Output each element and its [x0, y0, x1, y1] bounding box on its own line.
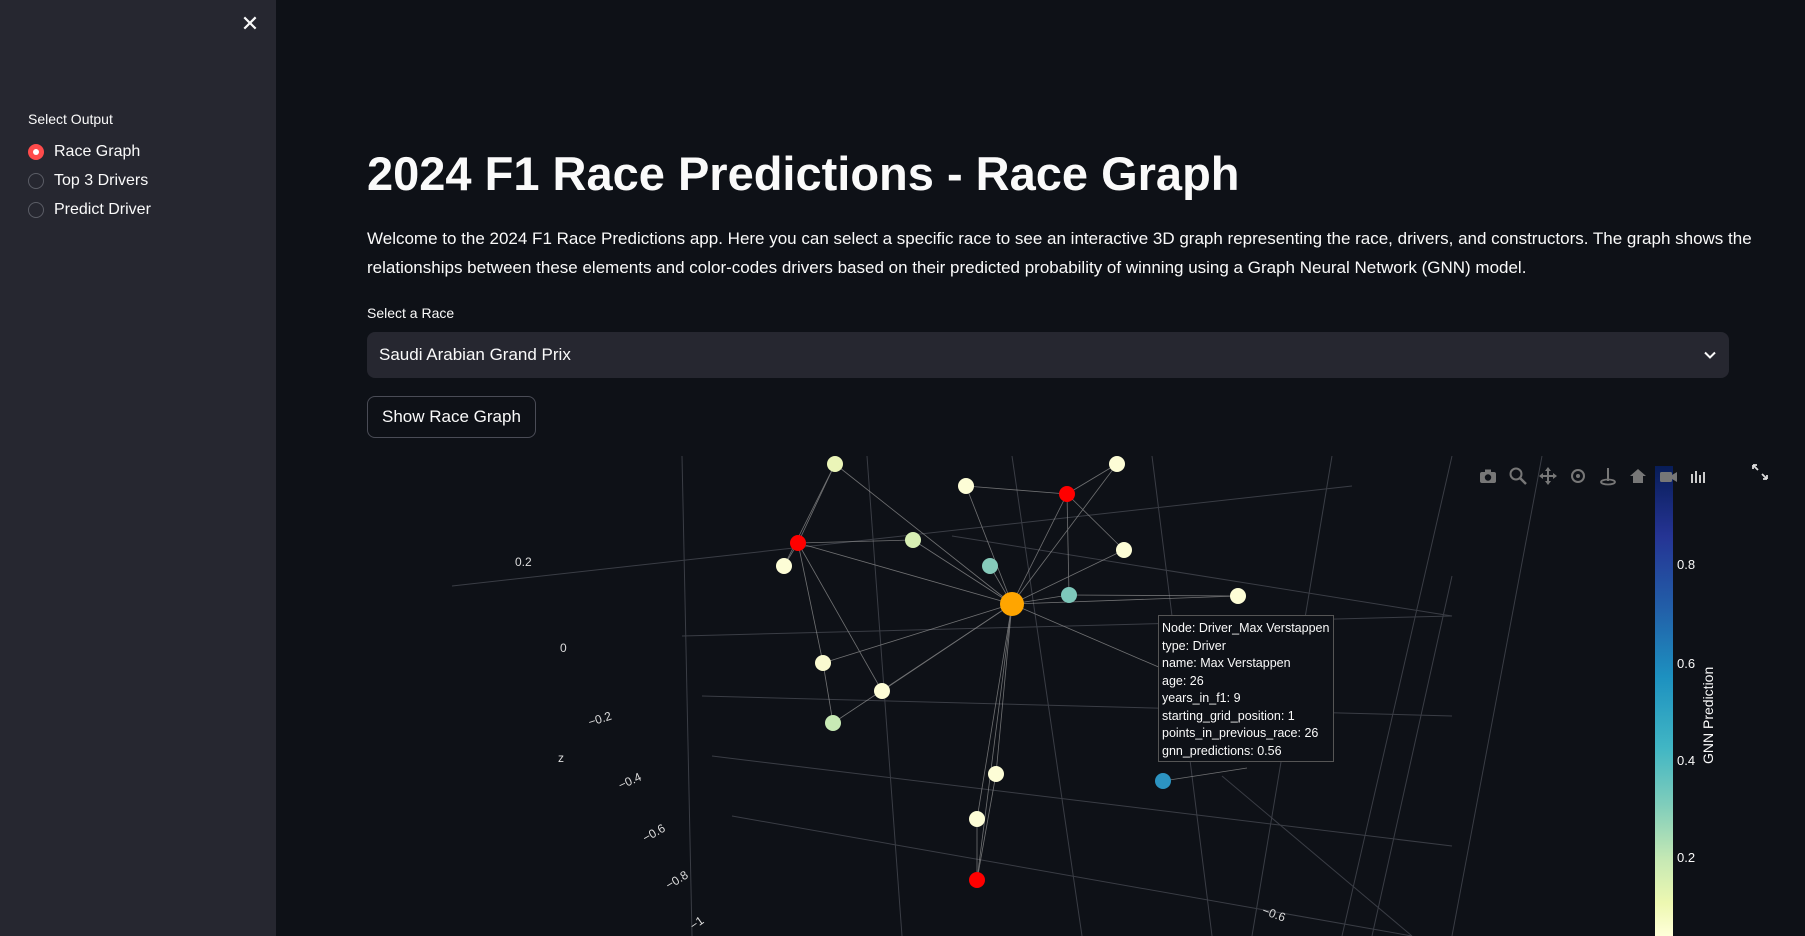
tooltip-line: age: 26 [1162, 673, 1204, 688]
tooltip-line: years_in_f1: 9 [1162, 691, 1241, 705]
colorbar-tick: 0.8 [1677, 557, 1696, 572]
driver-node [874, 683, 890, 699]
colorbar-tick: 0.6 [1677, 656, 1696, 671]
camera-icon[interactable] [1478, 466, 1498, 486]
z-tick: 0.2 [515, 555, 532, 569]
driver-node [776, 558, 792, 574]
radio-unselected-icon[interactable] [28, 173, 44, 189]
race-select-value: Saudi Arabian Grand Prix [379, 345, 571, 364]
radio-label: Top 3 Drivers [54, 172, 149, 189]
close-icon[interactable]: ✕ [240, 11, 260, 36]
colorbar-tick: 0.4 [1677, 753, 1696, 768]
driver-node [815, 655, 831, 671]
z-tick: 0 [560, 641, 567, 655]
graph-modebar [1478, 466, 1708, 486]
chevron-down-icon [1704, 351, 1716, 359]
show-race-graph-button[interactable]: Show Race Graph [367, 396, 536, 438]
race-graph-3d[interactable] [367, 456, 1787, 936]
driver-node [1155, 773, 1171, 789]
tooltip-line: name: Max Verstappen [1162, 656, 1291, 670]
zoom-icon[interactable] [1508, 466, 1528, 486]
fullscreen-icon[interactable] [1740, 452, 1780, 492]
home-icon[interactable] [1628, 466, 1648, 486]
driver-node [1109, 456, 1125, 472]
constructor-node [790, 535, 806, 551]
camera-view-icon[interactable] [1658, 466, 1678, 486]
tooltip-line: Node: Driver_Max Verstappen [1162, 621, 1330, 635]
constructor-node [969, 872, 985, 888]
driver-node [825, 715, 841, 731]
turntable-icon[interactable] [1598, 466, 1618, 486]
tooltip-line: starting_grid_position: 1 [1162, 708, 1295, 723]
radio-predict-driver[interactable]: Predict Driver [28, 201, 151, 219]
gnn-colorbar [1655, 466, 1673, 936]
output-radio-title: Select Output [28, 111, 113, 127]
main-content: 2024 F1 Race Predictions - Race Graph We… [276, 0, 1805, 936]
driver-node [1116, 542, 1132, 558]
radio-top-3-drivers[interactable]: Top 3 Drivers [28, 172, 148, 190]
driver-node [1230, 588, 1246, 604]
driver-node [905, 532, 921, 548]
driver-node [958, 478, 974, 494]
radio-selected-icon[interactable] [28, 144, 44, 160]
tooltip-line: type: Driver [1162, 638, 1226, 653]
intro-text: Welcome to the 2024 F1 Race Predictions … [367, 229, 1752, 277]
tooltip-line: points_in_previous_race: 26 [1162, 726, 1319, 740]
z-axis-title: z [558, 751, 564, 765]
pan-icon[interactable] [1538, 466, 1558, 486]
driver-node [969, 811, 985, 827]
radio-race-graph[interactable]: Race Graph [28, 143, 140, 161]
radio-label: Race Graph [54, 143, 141, 160]
race-node [1000, 592, 1024, 616]
orbit-icon[interactable] [1568, 466, 1588, 486]
colorbar-tick: 0.2 [1677, 850, 1696, 865]
race-select[interactable]: Saudi Arabian Grand Prix [367, 332, 1729, 378]
driver-node [827, 456, 843, 472]
driver-node [982, 558, 998, 574]
constructor-node [1059, 486, 1075, 502]
page-title: 2024 F1 Race Predictions - Race Graph [367, 147, 1240, 200]
colorbar-title: GNN Prediction [1700, 666, 1716, 764]
driver-node [988, 766, 1004, 782]
race-select-label: Select a Race [367, 305, 455, 321]
tooltip-line: gnn_predictions: 0.56 [1162, 743, 1282, 758]
radio-unselected-icon[interactable] [28, 202, 44, 218]
sidebar: ✕ Select Output Race Graph Top 3 Drivers… [0, 0, 276, 936]
driver-node [1061, 587, 1077, 603]
node-hover-tooltip: Node: Driver_Max Verstappen type: Driver… [1158, 615, 1334, 762]
toggle-hover-icon[interactable] [1688, 466, 1708, 486]
radio-label: Predict Driver [54, 201, 151, 218]
